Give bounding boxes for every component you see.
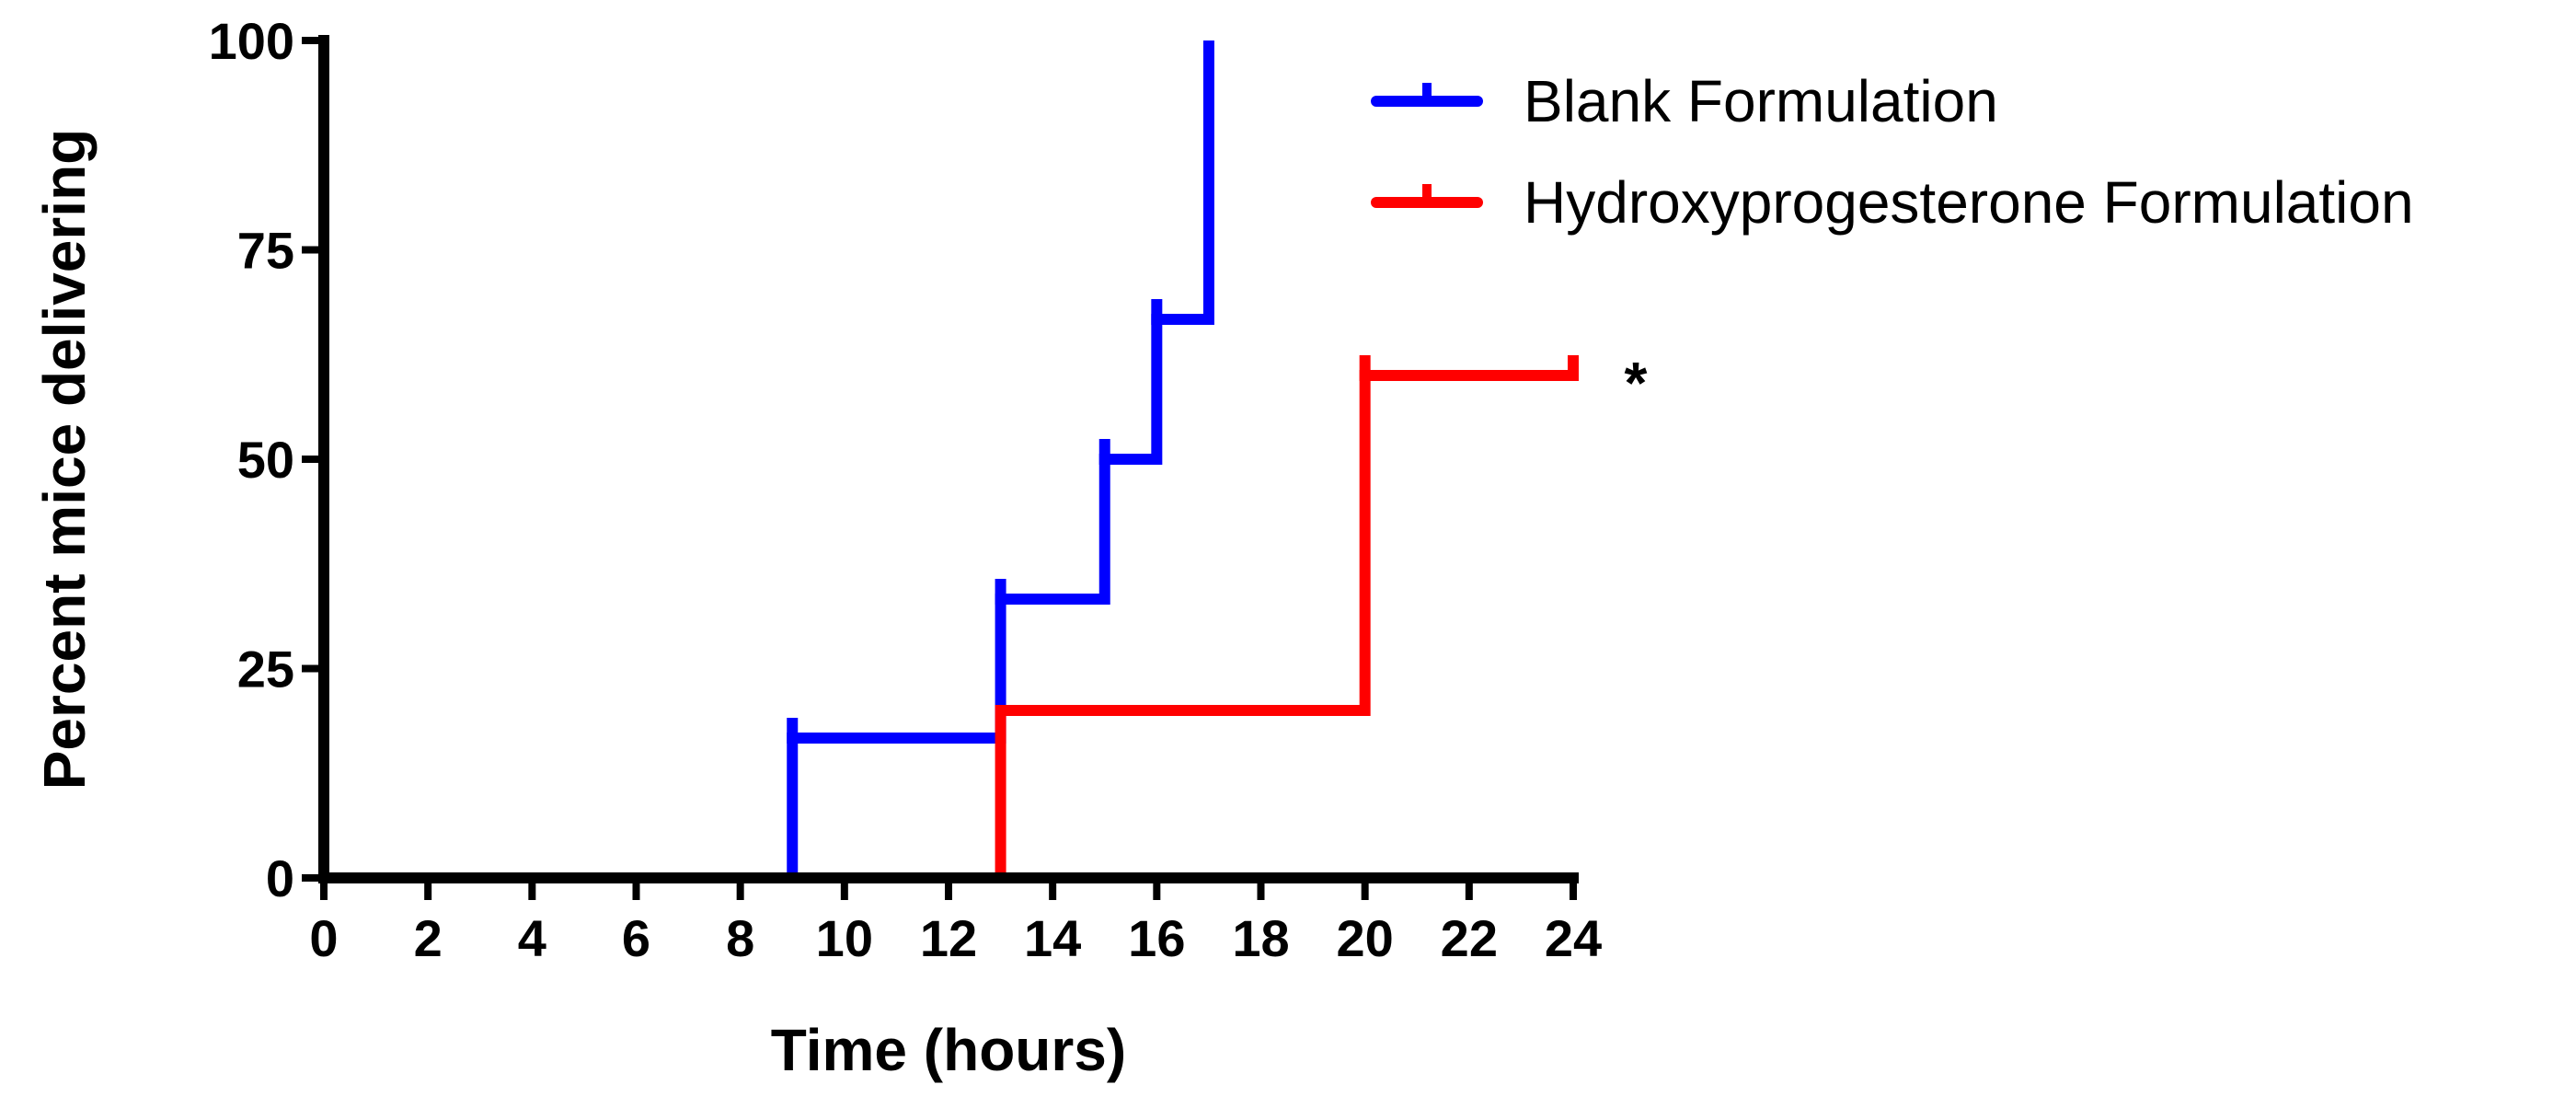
x-tick-label: 18 [1232,909,1289,967]
axes-layer [318,35,1579,883]
x-tick-label: 12 [920,909,977,967]
y-tick-label: 0 [266,849,294,907]
legend: Blank Formulation Hydroxyprogesterone For… [1371,68,2414,236]
significance-annotation: * [1625,350,1648,416]
y-tick-label: 25 [237,641,294,698]
y-tick-label: 75 [237,222,294,280]
legend-item-hydroxyprogesterone-formulation: Hydroxyprogesterone Formulation [1371,169,2414,236]
x-tick-label: 14 [1024,909,1081,967]
x-tick-label: 8 [726,909,754,967]
series-layer [324,40,1579,883]
x-tick-label: 10 [816,909,873,967]
x-tick-label: 16 [1128,909,1185,967]
x-tick-label: 24 [1545,909,1602,967]
legend-item-blank-formulation: Blank Formulation [1371,68,1998,134]
x-tick-label: 20 [1337,909,1394,967]
annotation-layer: * [1625,350,1648,416]
legend-label: Blank Formulation [1524,68,1998,134]
series-line-blank-formulation [324,40,1214,883]
x-tick-label: 4 [518,909,546,967]
x-tick-label: 0 [309,909,338,967]
x-axis-title: Time (hours) [771,1017,1126,1083]
series-line-hydroxyprogesterone-formulation [324,370,1573,883]
legend-label: Hydroxyprogesterone Formulation [1524,169,2414,236]
y-tick-label: 50 [237,431,294,489]
y-axis-title: Percent mice delivering [31,129,98,791]
x-tick-label: 2 [414,909,443,967]
x-tick-label: 22 [1441,909,1498,967]
x-tick-label: 6 [622,909,650,967]
y-tick-label: 100 [209,12,294,70]
